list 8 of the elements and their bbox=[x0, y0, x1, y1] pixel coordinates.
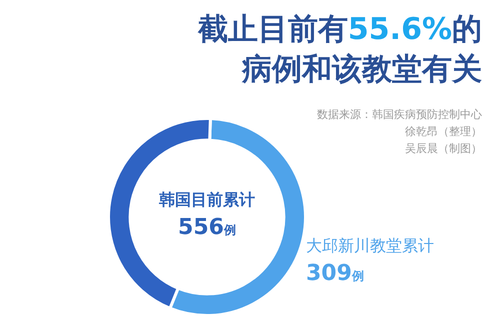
chart-title: 截止目前有55.6%的病例和该教堂有关 bbox=[196, 11, 482, 89]
slice-label: 大邱新川教堂累计 bbox=[306, 236, 434, 257]
source-note: 数据来源：韩国疾病预防控制中心 bbox=[317, 108, 482, 121]
text: 吴辰晨（制图） bbox=[405, 142, 482, 155]
text: 徐乾昂（整理） bbox=[405, 125, 482, 138]
data-label: 309例 bbox=[306, 261, 365, 286]
text: 韩国目前累计 bbox=[158, 190, 256, 211]
text: 556例 bbox=[177, 215, 237, 240]
